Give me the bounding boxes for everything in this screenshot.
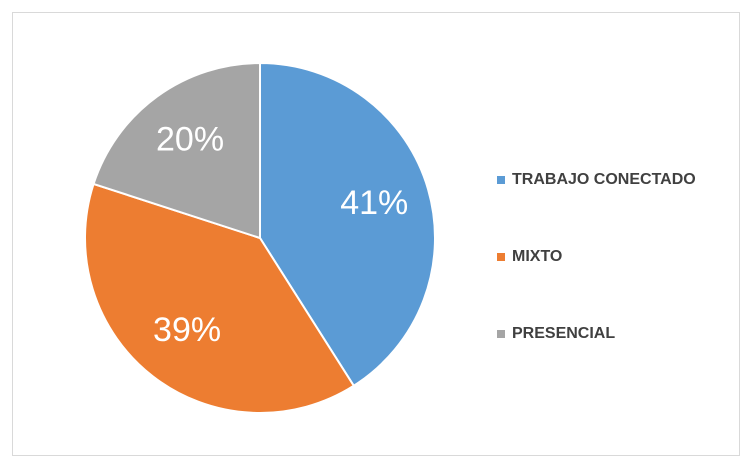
legend-swatch [497, 176, 505, 184]
data-label: 39% [153, 311, 221, 349]
pie-slice [259, 61, 436, 388]
pie-slice [92, 61, 261, 240]
legend-label: PRESENCIAL [512, 325, 615, 342]
legend-label: MIXTO [512, 248, 562, 265]
legend-swatch [497, 253, 505, 261]
legend-label: TRABAJO CONECTADO [512, 171, 696, 188]
pie-slice [84, 182, 356, 414]
data-label: 41% [340, 184, 408, 222]
legend-swatch [497, 330, 505, 338]
data-label: 20% [156, 121, 224, 159]
